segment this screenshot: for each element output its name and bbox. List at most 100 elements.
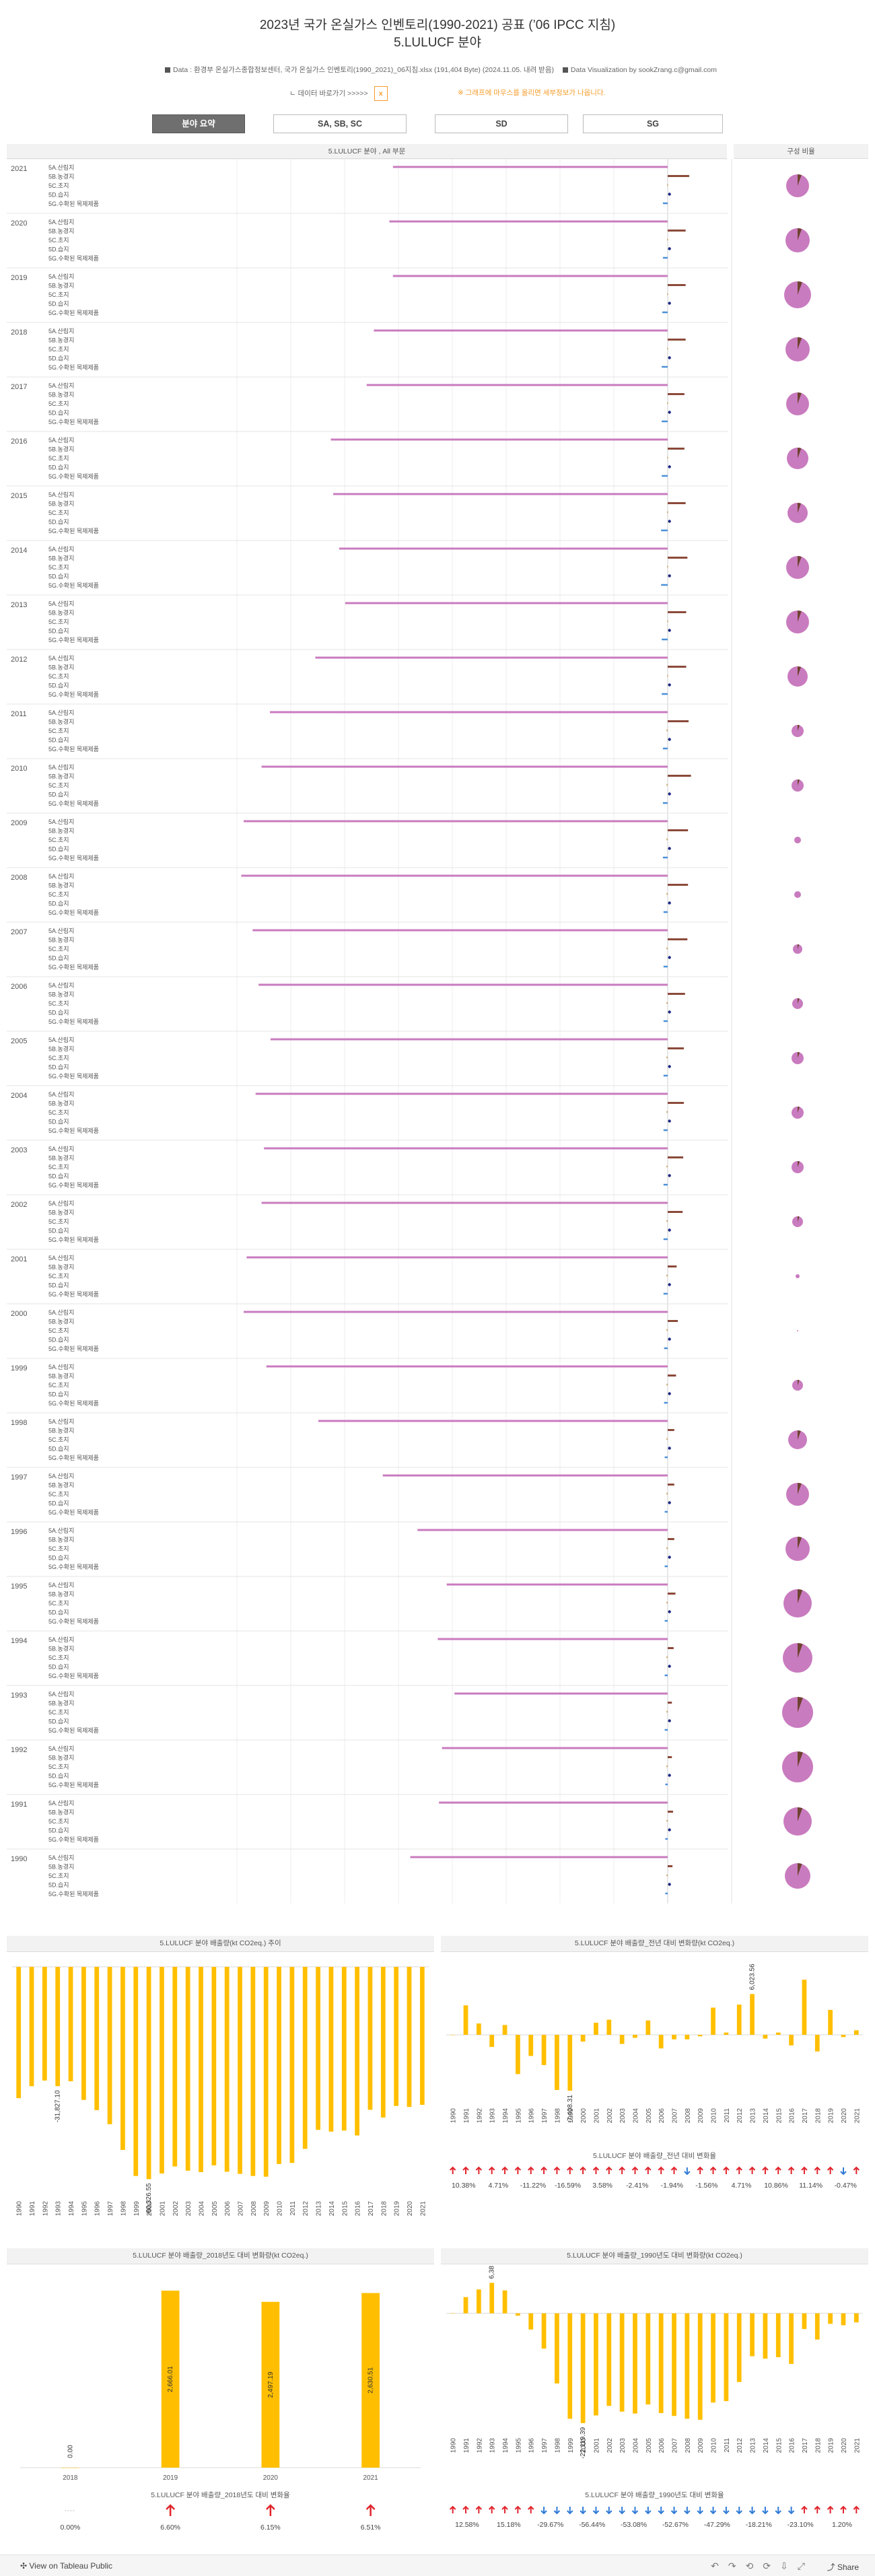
subcategory-label: 5A.산림지 (48, 545, 74, 553)
subcategory-label: 5C.초지 (48, 891, 69, 898)
year-label: 2008 (11, 874, 27, 882)
data-source-text[interactable]: Data : 환경부 온실가스종합정보센터, 국가 온실가스 인벤토리(1990… (173, 66, 554, 74)
bar-2016 (355, 1967, 359, 2136)
annotation-1993: -31,827.10 (55, 2090, 62, 2122)
bar-2-1990 (666, 1874, 668, 1877)
subcategory-label: 5A.산림지 (48, 1636, 74, 1643)
arrow-up-icon (827, 2166, 834, 2171)
bar-2006 (658, 2035, 664, 2049)
bar-2004 (199, 1967, 203, 2172)
redo-icon[interactable]: ↷ (728, 2561, 746, 2571)
year-label: 1990 (11, 1855, 27, 1863)
bar-4-2017 (662, 420, 668, 423)
subcategory-label: 5B.농경지 (48, 228, 74, 235)
annotation-1999: -7,408.31 (567, 2095, 574, 2124)
bar-5d-1993 (668, 1719, 671, 1722)
revert-icon[interactable]: ⟲ (745, 2561, 763, 2571)
tick-label-2001: 2001 (593, 2108, 600, 2124)
bar-4-1996 (664, 1565, 668, 1568)
refresh-icon[interactable]: ⟳ (763, 2561, 781, 2571)
view-on-tableau-link[interactable]: ✣ View on Tableau Public (20, 2561, 113, 2571)
bar-4-2002 (663, 1238, 668, 1241)
download-icon[interactable]: ⇩ (780, 2561, 798, 2571)
rate2018-strip: 0.00% 6.60% 6.15% 6.51% (60, 2504, 381, 2532)
subcategory-label: 5D.습지 (48, 846, 69, 853)
undo-icon[interactable]: ↶ (711, 2561, 728, 2571)
subcategory-label: 5D.습지 (48, 1119, 69, 1125)
pie-slice-1997 (798, 1483, 802, 1494)
subcategory-label: 5A.산림지 (48, 164, 74, 171)
xlsx-icon[interactable]: x (374, 86, 388, 101)
pie-slice-2016 (798, 448, 802, 458)
tab-sa-sb-sc[interactable]: SA, SB, SC (273, 114, 407, 133)
arrow-up-icon (801, 2166, 808, 2171)
subcategory-label: 5D.습지 (48, 1773, 69, 1780)
subcategory-label: 5A.산림지 (48, 1690, 74, 1698)
tick-label-1992: 1992 (476, 2438, 483, 2453)
bar-0-2000 (244, 1311, 668, 1313)
fullscreen-icon[interactable]: ⤢ (797, 2561, 814, 2571)
page-subtitle: 5.LULUCF 분야 (394, 36, 481, 50)
subcategory-label: 5B.농경지 (48, 1154, 74, 1162)
arrow-down-icon (553, 2510, 561, 2515)
bar-4-2019 (662, 311, 668, 314)
bar-2015 (775, 2313, 781, 2357)
subcategory-label: 5G.수확된 목제제품 (48, 800, 99, 807)
arrow-down-icon (775, 2510, 781, 2515)
bar-2011 (289, 1967, 295, 2163)
tick-label-2004: 2004 (632, 2108, 639, 2124)
subcategory-label: 5C.초지 (48, 782, 69, 789)
value-label-2018: 0.00 (67, 2445, 74, 2458)
subcategory-label: 5C.초지 (48, 1273, 69, 1280)
subcategory-label: 5D.습지 (48, 246, 69, 253)
bar-1996 (528, 2313, 534, 2330)
bar-2012 (736, 2005, 742, 2035)
bar-2-2012 (667, 674, 668, 677)
bar-5d-2003 (668, 1174, 671, 1177)
share-button[interactable]: ⤴ Share (827, 2563, 859, 2572)
bar-1992 (476, 2023, 481, 2035)
tick-label-2018: 2018 (380, 2201, 388, 2217)
bar-2014 (763, 2313, 768, 2359)
bar-5d-2010 (668, 792, 671, 796)
arrow-down-icon (697, 2510, 703, 2515)
rate-label: -16.59% (555, 2182, 581, 2190)
rate-label: 0.00% (60, 2523, 80, 2532)
subcategory-label: 5G.수확된 목제제품 (48, 963, 99, 971)
year-label: 2010 (11, 765, 27, 773)
bar-2-1997 (666, 1492, 668, 1495)
subcategory-label: 5C.초지 (48, 728, 69, 734)
subcategory-label: 5D.습지 (48, 792, 69, 798)
tab-sd[interactable]: SD (435, 114, 568, 133)
year-label: 2018 (11, 328, 27, 337)
subcategory-label: 5B.농경지 (48, 609, 74, 617)
tab-summary[interactable]: 분야 요약 (152, 114, 245, 133)
bar-0-2019 (392, 275, 668, 277)
bar-1-2009 (668, 829, 689, 831)
arrow-up-icon (658, 2166, 664, 2171)
bar-0-2008 (241, 874, 668, 877)
tab-sg[interactable]: SG (583, 114, 723, 133)
bar-2011 (724, 2032, 729, 2035)
tick-label-2005: 2005 (211, 2201, 219, 2217)
subcategory-label: 5D.습지 (48, 1609, 69, 1616)
pie-2001 (796, 1274, 800, 1278)
tick-label-2010: 2010 (711, 2438, 718, 2453)
rate-label: 6.15% (260, 2523, 281, 2532)
subcategory-label: 5A.산림지 (48, 818, 74, 825)
bar-5d-2020 (668, 247, 671, 250)
tick-label-2019: 2019 (828, 2438, 835, 2453)
arrow-up-icon (265, 2504, 275, 2510)
subcategory-label: 5A.산림지 (48, 1799, 74, 1807)
subcategory-label: 5D.습지 (48, 1664, 69, 1671)
subcategory-label: 5B.농경지 (48, 1863, 74, 1871)
tick-label-2009: 2009 (263, 2201, 271, 2217)
bar-2-2003 (666, 1165, 668, 1168)
subcategory-label: 5G.수확된 목제제품 (48, 1181, 99, 1189)
tick-label-1991: 1991 (29, 2201, 36, 2217)
arrow-down-icon (840, 2171, 847, 2175)
bar-5d-2019 (668, 302, 671, 305)
bar-0-1990 (410, 1856, 668, 1858)
subcategory-label: 5C.초지 (48, 455, 69, 462)
bar-5d-2016 (668, 465, 671, 468)
